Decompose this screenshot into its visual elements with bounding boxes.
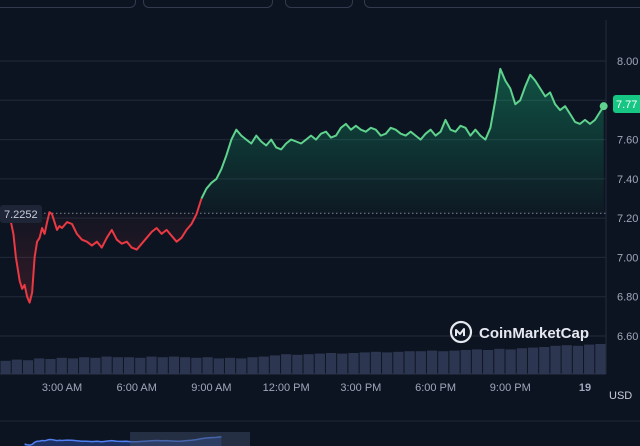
- y-axis: 6.606.807.007.207.407.607.808.00: [617, 56, 638, 343]
- price-line-down: [8, 198, 203, 304]
- reference-price-text: 7.2252: [4, 209, 38, 221]
- volume-bar: [359, 352, 370, 374]
- price-line: [8, 67, 608, 304]
- x-tick-label: 6:00 AM: [117, 382, 157, 394]
- coinmarketcap-watermark: CoinMarketCap: [449, 320, 589, 344]
- volume-bar: [595, 344, 606, 374]
- volume-bar: [191, 357, 202, 374]
- volume-bar: [224, 357, 236, 374]
- y-tick-label: 7.40: [617, 174, 638, 186]
- volume-bar: [438, 351, 449, 374]
- price-area-down: [9, 198, 202, 303]
- coinmarketcap-logo-icon: [449, 320, 473, 344]
- x-tick-label: 12:00 PM: [263, 382, 310, 394]
- volume-bar: [494, 348, 505, 374]
- toolbar-button[interactable]: [143, 0, 273, 8]
- volume-bar: [269, 355, 281, 374]
- volume-bar: [135, 357, 146, 374]
- volume-bar: [382, 352, 393, 374]
- volume-bar: [123, 357, 135, 374]
- y-tick-label: 7.60: [617, 135, 638, 147]
- volume-bar: [516, 348, 527, 374]
- volume-bar: [460, 350, 471, 374]
- watermark-text: CoinMarketCap: [479, 325, 589, 342]
- range-navigator[interactable]: [0, 420, 640, 446]
- x-tick-label: 3:00 AM: [42, 382, 82, 394]
- volume-bar: [550, 345, 561, 374]
- volume-bar: [527, 347, 539, 374]
- volume-bar: [572, 345, 584, 374]
- current-price-label: 7.77: [613, 95, 640, 113]
- volume-bar: [393, 351, 404, 374]
- volume-bar: [281, 354, 292, 374]
- volume-bar: [101, 356, 112, 374]
- price-area-up: [201, 68, 604, 214]
- volume-bar: [146, 356, 157, 374]
- volume-bar: [483, 350, 494, 374]
- volume-bar: [213, 358, 224, 374]
- current-price-dot: [599, 102, 608, 111]
- volume-bar: [157, 357, 168, 374]
- volume-bar: [247, 357, 258, 374]
- toolbar-button[interactable]: [285, 0, 353, 8]
- volume-bar: [258, 356, 269, 374]
- toolbar-button[interactable]: [364, 0, 640, 8]
- volume-bar: [404, 351, 415, 374]
- volume-bar: [348, 353, 359, 374]
- volume-bar: [539, 347, 550, 374]
- toolbar-button[interactable]: [0, 0, 136, 8]
- volume-bar: [449, 350, 460, 374]
- volume-bar: [11, 359, 22, 374]
- volume-bars: [0, 344, 606, 374]
- reference-price-label: 7.2252: [0, 205, 42, 223]
- volume-bar: [505, 349, 516, 374]
- x-tick-label: 3:00 PM: [340, 382, 381, 394]
- volume-bar: [314, 353, 325, 374]
- volume-bar: [22, 360, 34, 374]
- volume-bar: [56, 357, 67, 374]
- volume-bar: [202, 357, 213, 374]
- y-tick-label: 7.20: [617, 213, 638, 225]
- x-tick-label: 9:00 PM: [490, 382, 531, 394]
- volume-bar: [292, 354, 303, 374]
- volume-bar: [79, 357, 90, 374]
- volume-bar: [426, 350, 438, 374]
- grid-lines: [0, 20, 607, 375]
- x-axis: 3:00 AM 6:00 AM 9:00 AM 12:00 PM 3:00 PM 6:00…: [42, 382, 591, 394]
- x-tick-label: 6:00 PM: [415, 382, 456, 394]
- y-tick-label: 7.00: [617, 252, 638, 264]
- volume-bar: [67, 358, 79, 374]
- volume-bar: [0, 360, 11, 374]
- x-tick-label: 19: [579, 382, 591, 394]
- volume-bar: [584, 344, 595, 374]
- volume-bar: [325, 353, 337, 374]
- volume-bar: [236, 358, 247, 374]
- volume-bar: [90, 357, 101, 374]
- volume-bar: [168, 356, 180, 374]
- y-tick-label: 6.60: [617, 331, 638, 343]
- volume-bar: [180, 357, 191, 374]
- navigator-window: [130, 432, 250, 446]
- price-area: [9, 68, 604, 303]
- price-line-up: [200, 67, 605, 199]
- volume-bar: [471, 349, 483, 374]
- y-tick-label: 6.80: [617, 292, 638, 304]
- volume-bar: [112, 357, 123, 374]
- x-tick-label: 9:00 AM: [191, 382, 231, 394]
- y-tick-label: 8.00: [617, 56, 638, 68]
- volume-bar: [303, 354, 314, 374]
- volume-bar: [561, 345, 572, 374]
- volume-bar: [45, 359, 56, 374]
- volume-bar: [34, 358, 45, 374]
- volume-bar: [415, 351, 426, 374]
- volume-bar: [370, 351, 382, 374]
- volume-bar: [337, 353, 348, 374]
- currency-label: USD: [609, 390, 632, 402]
- current-price-text: 7.77: [616, 99, 637, 111]
